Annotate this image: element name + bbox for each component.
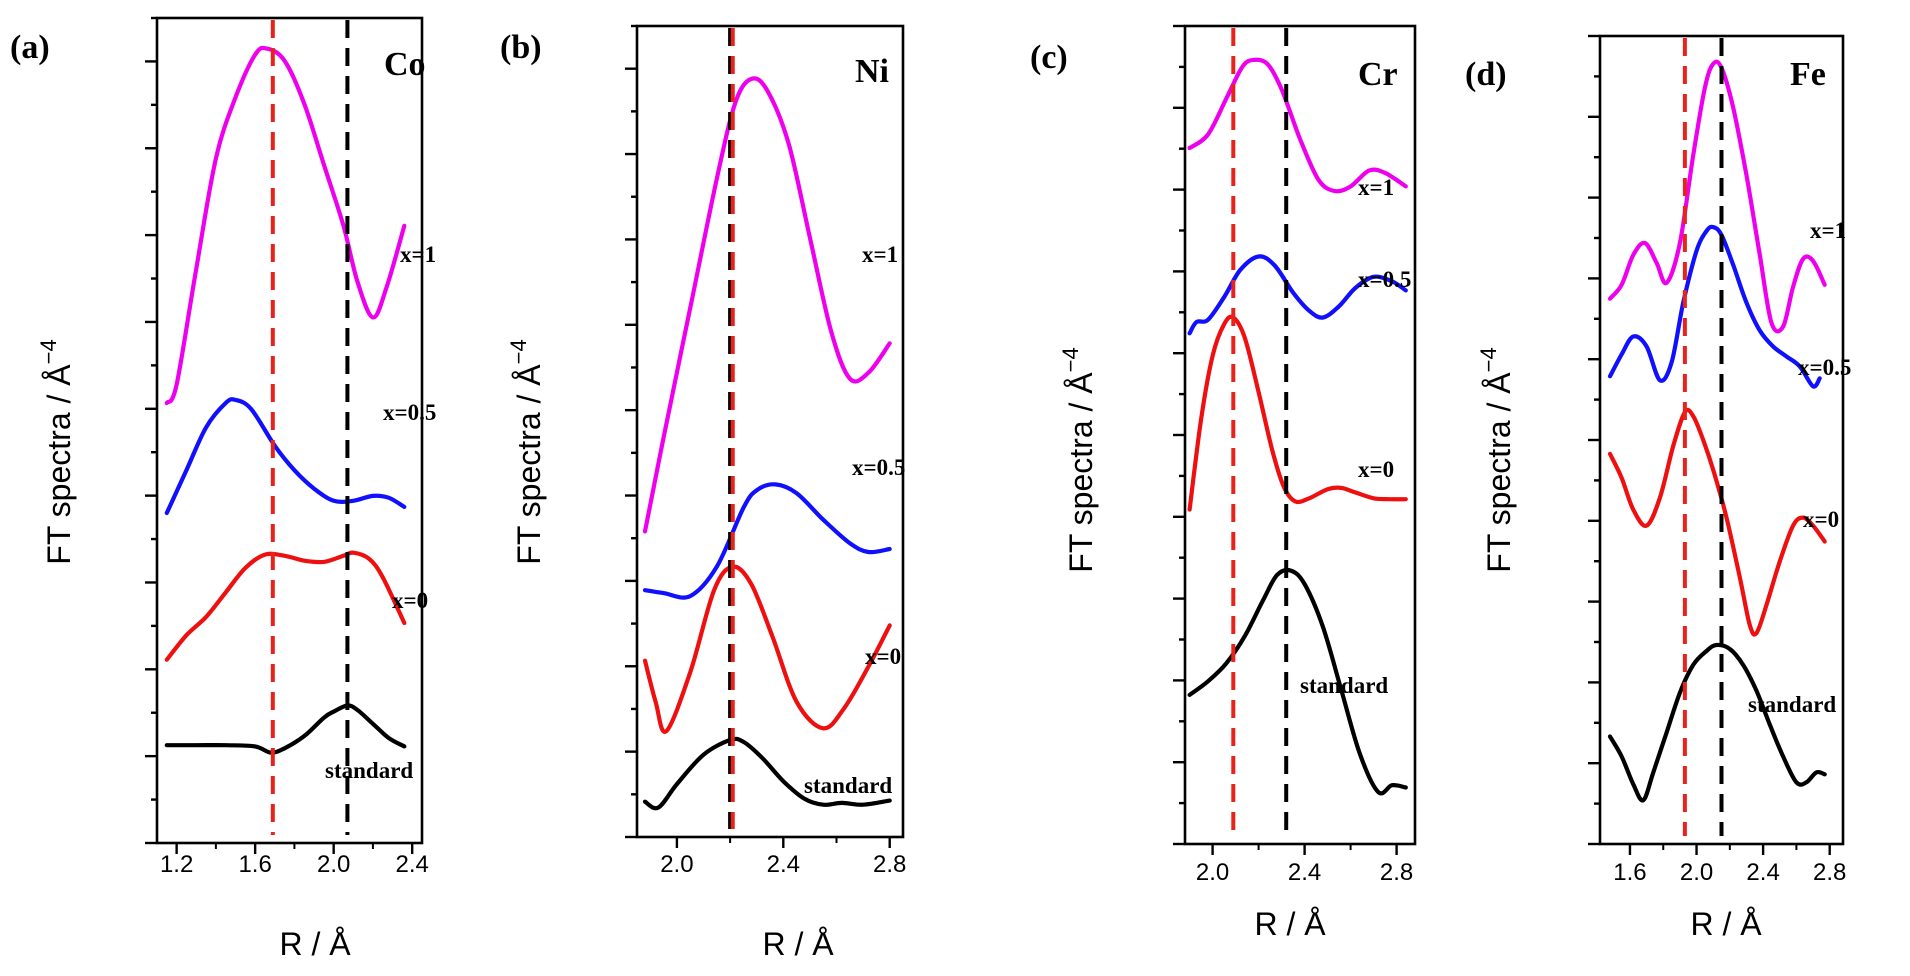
panel-b-x-tick-label: 2.4 bbox=[767, 851, 800, 878]
panel-a-x-tick-label: 1.6 bbox=[238, 851, 271, 878]
panel-b-curve-x05 bbox=[642, 482, 892, 600]
panel-a-curve-x1 bbox=[164, 45, 407, 406]
panel-b-xlabel: R / Å bbox=[762, 926, 834, 962]
panel-d-curve-standard bbox=[1607, 642, 1827, 803]
panel-b-label-x0: x=0 bbox=[865, 644, 901, 669]
panel-b-curve-x0 bbox=[642, 564, 892, 734]
panel-d-x-tick-label: 2.8 bbox=[1813, 859, 1846, 886]
panel-c-letter: (c) bbox=[1030, 39, 1068, 76]
panel-d-frame bbox=[1598, 34, 1845, 846]
panel-c-x-tick-label: 2.8 bbox=[1380, 859, 1413, 886]
panel-c-curve-x0 bbox=[1187, 314, 1408, 512]
panel-d-label-x1: x=1 bbox=[1810, 218, 1846, 243]
panel-d-x-tick-label: 2.0 bbox=[1680, 859, 1713, 886]
panel-a-curve-x0 bbox=[164, 550, 407, 662]
panel-a-label-standard: standard bbox=[325, 758, 413, 783]
panel-c-label-x05: x=0.5 bbox=[1358, 267, 1411, 292]
panel-c-x-tick-label: 2.0 bbox=[1196, 859, 1229, 886]
panel-d-letter: (d) bbox=[1465, 56, 1507, 93]
panel-a-x-tick-label: 2.0 bbox=[317, 851, 350, 878]
panel-a-xlabel: R / Å bbox=[279, 926, 351, 962]
panel-d-curve-x1 bbox=[1607, 59, 1827, 334]
panel-b-x-tick-label: 2.8 bbox=[873, 851, 906, 878]
panel-b-x-tick-label: 2.0 bbox=[660, 851, 693, 878]
panel-a-curve-x05 bbox=[164, 397, 407, 516]
panel-c-curve-x05 bbox=[1187, 254, 1408, 336]
panel-a-curve-standard bbox=[164, 703, 407, 755]
panel-d-curve-x0 bbox=[1607, 407, 1827, 637]
panel-b-letter: (b) bbox=[500, 29, 542, 66]
panel-c-curve-x1 bbox=[1187, 57, 1408, 194]
panel-c: (c) FT spectra / Å−4 2.0 2.4 2.8 Cr x=1 x=… bbox=[1030, 24, 1417, 942]
panel-a-label-x05: x=0.5 bbox=[383, 400, 436, 425]
panel-d-x-tick-label: 1.6 bbox=[1613, 859, 1646, 886]
panel-d-ylabel: FT spectra / Å−4 bbox=[1476, 347, 1517, 572]
panel-d-label-standard: standard bbox=[1748, 692, 1836, 717]
panel-c-label-x0: x=0 bbox=[1358, 457, 1394, 482]
panel-c-frame bbox=[1183, 24, 1417, 846]
panel-b-frame bbox=[635, 24, 905, 839]
panel-a: (a) FT spectra / Å−4 1.2 1.6 2.0 2.4 Co x=1… bbox=[10, 16, 436, 962]
panel-c-xlabel: R / Å bbox=[1254, 906, 1326, 942]
panel-a-x-tick-label: 2.4 bbox=[395, 851, 428, 878]
panel-c-x-tick-label: 2.4 bbox=[1288, 859, 1321, 886]
panel-a-label-x1: x=1 bbox=[400, 242, 436, 267]
panel-b: (b) FT spectra / Å−4 2.0 2.4 2.8 Ni x=1 x=… bbox=[500, 24, 906, 962]
panel-b-element-label: Ni bbox=[855, 53, 889, 90]
panel-b-label-standard: standard bbox=[804, 773, 892, 798]
panel-a-x-tick-label: 1.2 bbox=[160, 851, 193, 878]
panel-d-label-x05: x=0.5 bbox=[1798, 355, 1851, 380]
panel-c-element-label: Cr bbox=[1358, 56, 1398, 93]
panel-b-label-x1: x=1 bbox=[862, 242, 898, 267]
panel-c-curve-standard bbox=[1187, 567, 1408, 796]
panel-d-element-label: Fe bbox=[1790, 56, 1826, 93]
panel-a-ylabel: FT spectra / Å−4 bbox=[36, 339, 77, 564]
panel-d: (d) FT spectra / Å−4 1.6 2.0 2.4 2.8 Fe x=1… bbox=[1465, 34, 1851, 942]
panel-a-frame bbox=[155, 16, 424, 845]
panel-a-element-label: Co bbox=[384, 46, 426, 83]
panel-b-curve-x1 bbox=[642, 76, 892, 534]
panel-a-letter: (a) bbox=[10, 29, 50, 66]
panel-c-label-x1: x=1 bbox=[1358, 175, 1394, 200]
panel-d-xlabel: R / Å bbox=[1690, 906, 1762, 942]
panel-b-curve-standard bbox=[642, 736, 892, 811]
panel-a-label-x0: x=0 bbox=[392, 588, 428, 613]
panel-c-ylabel: FT spectra / Å−4 bbox=[1058, 347, 1099, 572]
panel-b-label-x05: x=0.5 bbox=[852, 455, 905, 480]
panel-c-label-standard: standard bbox=[1300, 673, 1388, 698]
panel-d-x-tick-label: 2.4 bbox=[1746, 859, 1779, 886]
panel-d-label-x0: x=0 bbox=[1803, 507, 1839, 532]
panel-b-ylabel: FT spectra / Å−4 bbox=[506, 339, 547, 564]
panel-d-curve-x05 bbox=[1607, 224, 1822, 389]
